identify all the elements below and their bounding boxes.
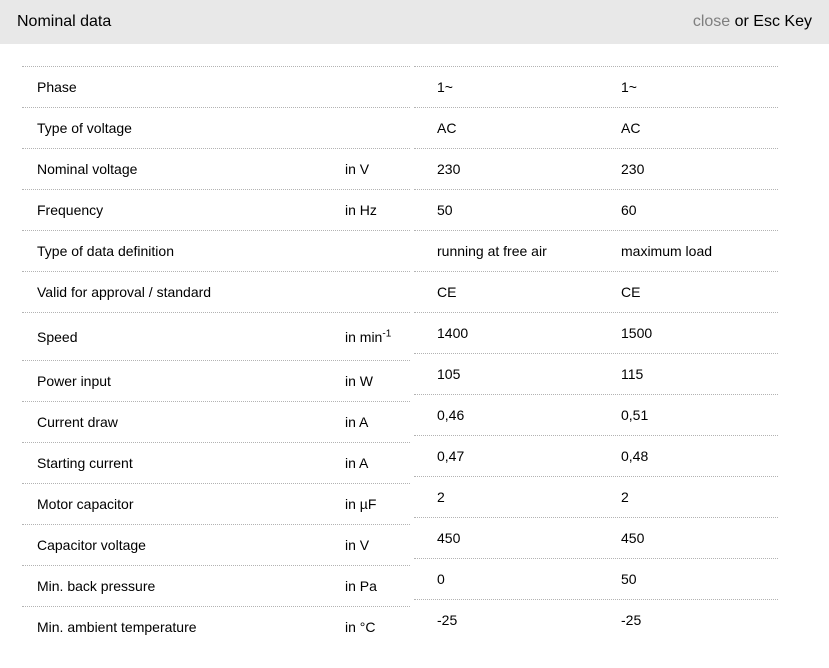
row-value-1: 0: [437, 571, 445, 587]
row-unit: in V: [345, 537, 370, 553]
row-label: Frequency: [37, 202, 104, 218]
row-value-2: 0,48: [621, 448, 649, 464]
table-row: Nominal voltage in V: [22, 148, 410, 189]
table-row: CE CE: [414, 271, 778, 312]
row-value-2: 0,51: [621, 407, 649, 423]
row-value-1: 230: [437, 161, 461, 177]
row-value-1: 1400: [437, 325, 469, 341]
row-unit: in Hz: [345, 202, 377, 218]
row-value-2: 50: [621, 571, 637, 587]
table-row: running at free air maximum load: [414, 230, 778, 271]
row-label: Capacitor voltage: [37, 537, 146, 553]
row-value-2: AC: [621, 120, 641, 136]
row-value-1: 1~: [437, 79, 453, 95]
row-value-1: running at free air: [437, 243, 547, 259]
table-row: Min. ambient temperature in °C: [22, 606, 410, 647]
row-label: Current draw: [37, 414, 118, 430]
table-row: Current draw in A: [22, 401, 410, 442]
row-label: Phase: [37, 79, 77, 95]
row-value-1: 50: [437, 202, 453, 218]
table-row: Frequency in Hz: [22, 189, 410, 230]
table-row: Valid for approval / standard: [22, 271, 410, 312]
table-row: Capacitor voltage in V: [22, 524, 410, 565]
esc-key-hint: or Esc Key: [730, 13, 812, 30]
table-row: 105 115: [414, 353, 778, 394]
row-unit: in A: [345, 414, 369, 430]
row-label: Motor capacitor: [37, 496, 134, 512]
row-label: Nominal voltage: [37, 161, 138, 177]
row-label: Power input: [37, 373, 111, 389]
row-value-1: -25: [437, 612, 458, 628]
row-label: Type of voltage: [37, 120, 132, 136]
row-label: Starting current: [37, 455, 133, 471]
table-row: Speed in min-1: [22, 312, 410, 360]
table-row: 0 50: [414, 558, 778, 599]
row-unit: in V: [345, 161, 370, 177]
row-label: Valid for approval / standard: [37, 284, 212, 300]
row-unit: in Pa: [345, 578, 377, 594]
table-row: Type of voltage: [22, 107, 410, 148]
row-label: Type of data definition: [37, 243, 174, 259]
table-row: 0,46 0,51: [414, 394, 778, 435]
table-row: Min. back pressure in Pa: [22, 565, 410, 606]
row-value-2: maximum load: [621, 243, 713, 259]
row-unit: in W: [345, 373, 373, 389]
row-value-1: AC: [437, 120, 457, 136]
dialog-header: Nominal data close or Esc Key: [0, 0, 829, 44]
row-unit: in °C: [345, 619, 376, 635]
table-row: Power input in W: [22, 360, 410, 401]
table-row: 450 450: [414, 517, 778, 558]
table-row: -25 -25: [414, 599, 778, 640]
table-row: 1~ 1~: [414, 66, 778, 107]
close-controls: close or Esc Key: [693, 13, 812, 31]
row-value-2: 115: [621, 366, 644, 382]
row-value-2: 450: [621, 530, 645, 546]
unit-superscript: -1: [382, 327, 392, 339]
row-label: Speed: [37, 328, 78, 345]
close-button[interactable]: close: [692, 13, 731, 30]
table-row: Motor capacitor in µF: [22, 483, 410, 524]
row-value-1: 0,46: [437, 407, 465, 423]
row-value-2: CE: [621, 284, 641, 300]
row-value-2: 60: [621, 202, 637, 218]
row-unit: in µF: [345, 496, 377, 512]
row-value-1: 0,47: [437, 448, 465, 464]
table-row: Type of data definition: [22, 230, 410, 271]
row-value-1: 450: [437, 530, 461, 546]
row-unit: in A: [345, 455, 369, 471]
row-value-2: 2: [621, 489, 629, 505]
table-row: 2 2: [414, 476, 778, 517]
unit-text: in min: [345, 328, 383, 345]
row-value-2: 230: [621, 161, 645, 177]
row-value-2: -25: [621, 612, 642, 628]
row-label: Min. back pressure: [37, 578, 156, 594]
table-row: 50 60: [414, 189, 778, 230]
table-row: AC AC: [414, 107, 778, 148]
values-table: 1~ 1~ AC AC 230 230 50 60 running at fre…: [414, 66, 778, 640]
table-row: 0,47 0,48: [414, 435, 778, 476]
row-value-2: 1500: [621, 325, 653, 341]
nominal-data-table: Phase Type of voltage Nominal voltage in…: [22, 66, 778, 647]
row-unit: in min-1: [345, 327, 410, 345]
row-value-2: 1~: [621, 79, 637, 95]
row-value-1: 2: [437, 489, 445, 505]
row-value-1: 105: [437, 366, 461, 382]
row-value-1: CE: [437, 284, 457, 300]
table-row: 1400 1500: [414, 312, 778, 353]
table-row: Starting current in A: [22, 442, 410, 483]
dialog-title: Nominal data: [17, 13, 112, 30]
parameter-unit-table: Phase Type of voltage Nominal voltage in…: [22, 66, 410, 647]
table-row: 230 230: [414, 148, 778, 189]
table-row: Phase: [22, 66, 410, 107]
row-label: Min. ambient temperature: [37, 619, 197, 635]
